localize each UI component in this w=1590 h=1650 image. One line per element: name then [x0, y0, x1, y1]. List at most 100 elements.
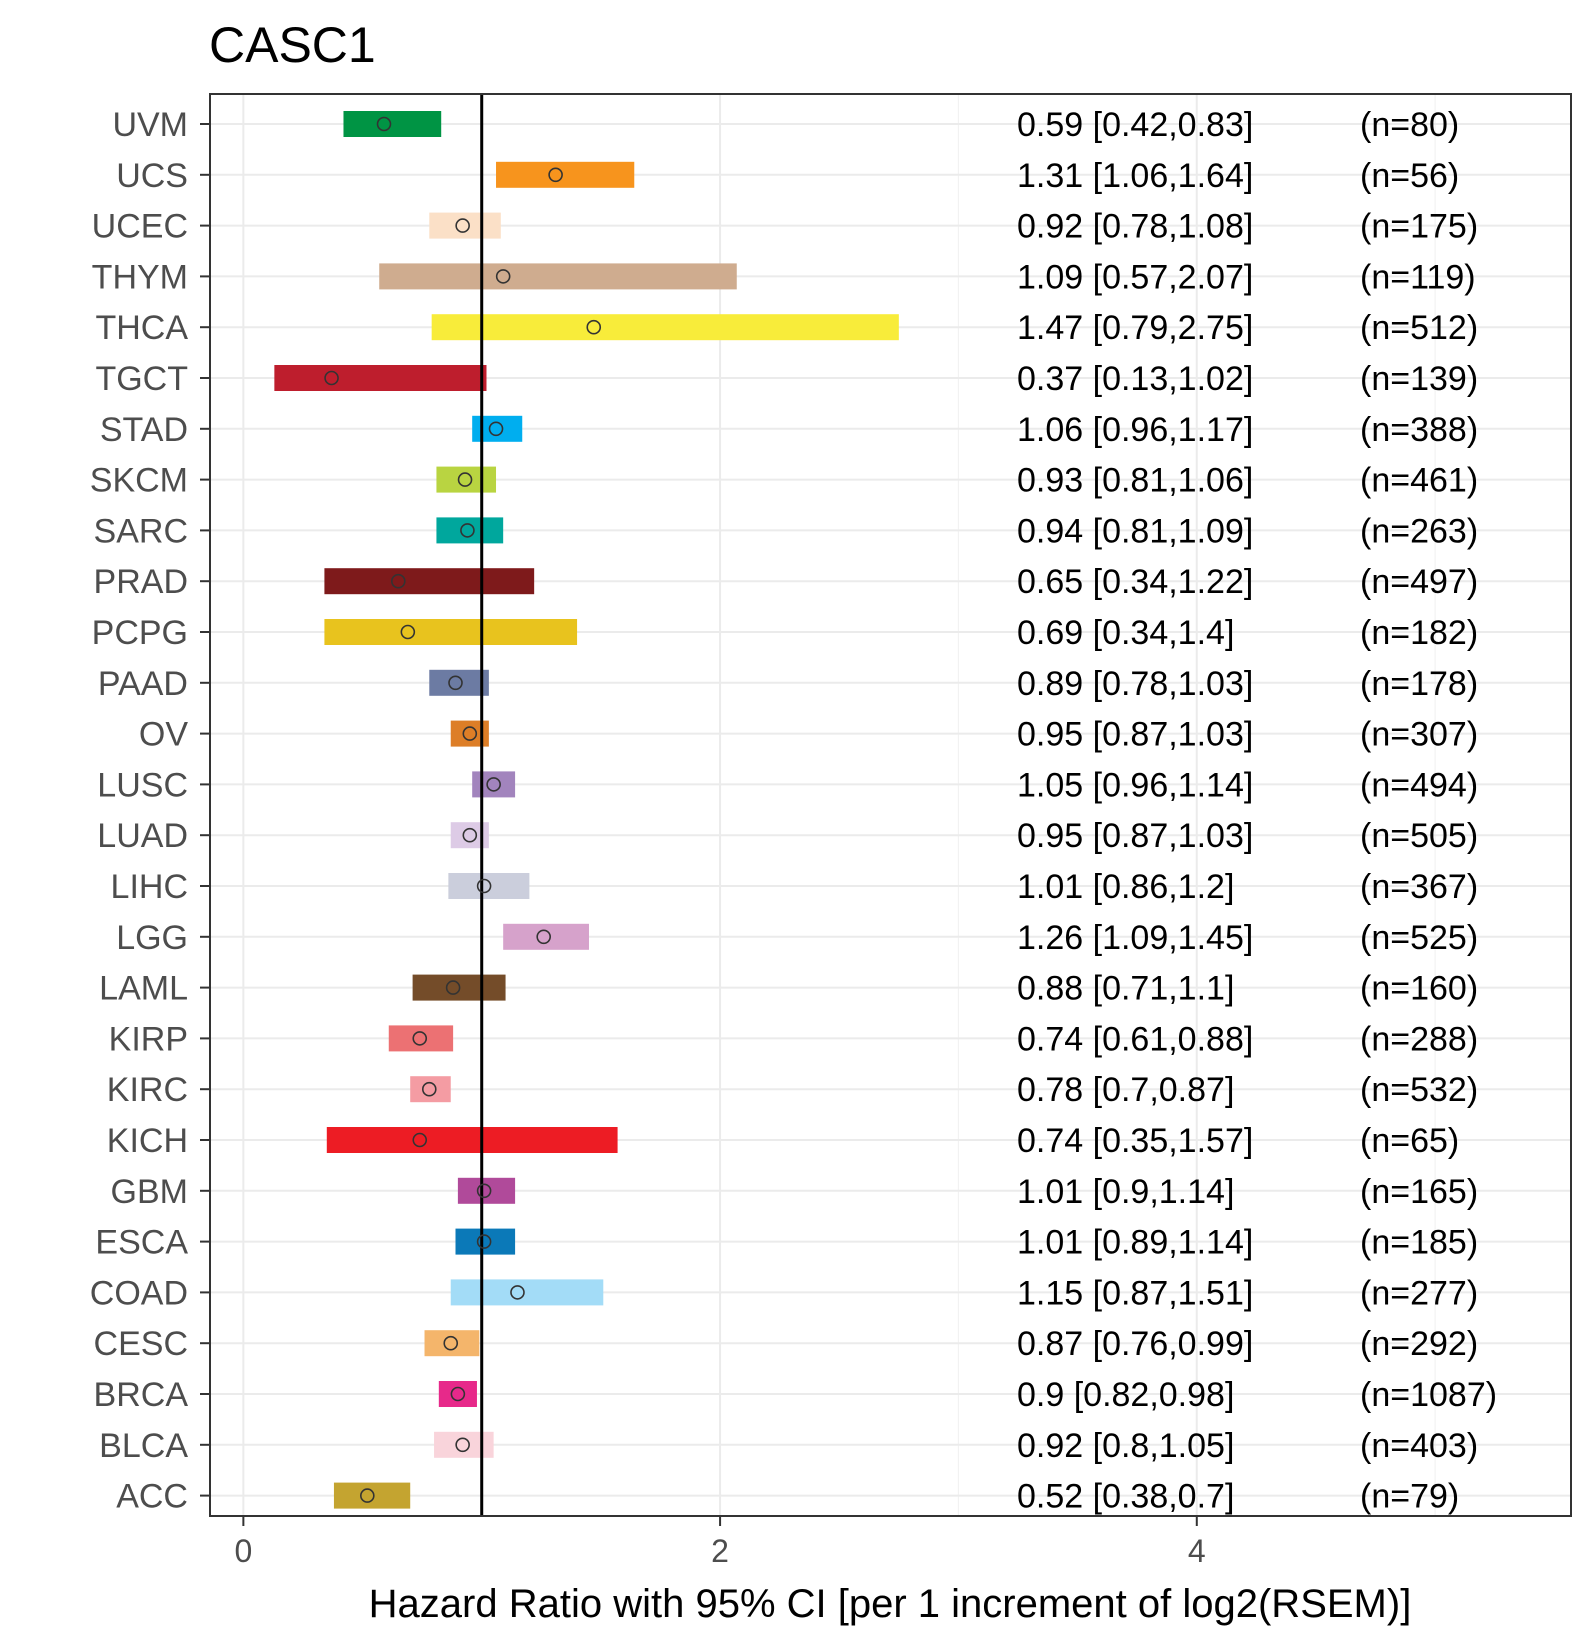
ci-bar	[410, 1076, 451, 1103]
hr-ci-text: 1.15 [0.87,1.51]	[1017, 1274, 1253, 1312]
plot-panel-border	[209, 93, 1572, 1517]
row-label: PAAD	[98, 665, 188, 703]
row-label: LAML	[99, 970, 188, 1008]
n-text: (n=139)	[1360, 360, 1478, 398]
row-label: GBM	[111, 1173, 188, 1211]
hr-ci-text: 0.74 [0.35,1.57]	[1017, 1122, 1253, 1160]
n-text: (n=160)	[1360, 970, 1478, 1008]
hr-ci-text: 0.92 [0.78,1.08]	[1017, 208, 1253, 246]
row-label: LGG	[116, 919, 188, 957]
n-text: (n=497)	[1360, 563, 1478, 601]
ci-bar	[424, 1330, 480, 1357]
ci-bar	[455, 1228, 516, 1255]
hr-ci-text: 0.94 [0.81,1.09]	[1017, 512, 1253, 550]
row-label: CESC	[94, 1325, 188, 1363]
hr-ci-text: 0.74 [0.61,0.88]	[1017, 1020, 1253, 1058]
row-labels: UVM UCS UCEC THYM THCA TGCT STAD SKCM SARC PRAD PC…	[90, 106, 210, 1516]
hr-ci-text: 1.06 [0.96,1.17]	[1017, 411, 1253, 449]
hr-point	[460, 523, 475, 538]
n-text: (n=494)	[1360, 766, 1478, 804]
ci-bar	[343, 111, 442, 137]
hr-ci-text: 0.92 [0.8,1.05]	[1017, 1427, 1234, 1465]
row-label: PRAD	[94, 563, 188, 601]
hr-point	[462, 827, 478, 843]
row-label: UCEC	[92, 208, 188, 246]
row-label: KICH	[107, 1122, 188, 1160]
ci-bar	[457, 1177, 516, 1204]
hr-ci-text: 1.26 [1.09,1.45]	[1017, 919, 1253, 957]
n-text: (n=525)	[1360, 919, 1478, 957]
x-axis: 0 2 4	[234, 1516, 1206, 1569]
row-label: UCS	[116, 157, 188, 195]
hr-point	[586, 319, 602, 335]
hr-point	[536, 929, 551, 945]
ci-bar	[436, 517, 504, 544]
hr-point	[488, 421, 504, 437]
ci-bar	[448, 873, 530, 899]
row-label: STAD	[100, 411, 188, 449]
hr-ci-text: 0.59 [0.42,0.83]	[1017, 106, 1253, 144]
hr-point	[457, 472, 473, 487]
chart-title: CASC1	[209, 17, 376, 73]
row-label: THYM	[92, 258, 188, 296]
ci-bar	[326, 1127, 618, 1153]
x-tick-label: 0	[234, 1533, 252, 1569]
row-label: ESCA	[95, 1224, 188, 1262]
hr-ci-text: 0.87 [0.76,0.99]	[1017, 1325, 1253, 1363]
row-label: KIRP	[109, 1020, 188, 1058]
hr-ci-text: 0.93 [0.81,1.06]	[1017, 462, 1253, 500]
ci-bar	[503, 923, 589, 950]
n-text: (n=79)	[1360, 1478, 1459, 1516]
ci-bar	[472, 771, 516, 798]
n-text: (n=65)	[1360, 1122, 1459, 1160]
n-text: (n=175)	[1360, 208, 1478, 246]
ci-bar	[274, 365, 487, 391]
hr-point	[486, 777, 501, 792]
hr-point	[390, 573, 406, 589]
row-label: LIHC	[111, 868, 188, 906]
row-label: LUAD	[97, 817, 188, 855]
hr-point	[448, 675, 463, 691]
hr-ci-text: 0.52 [0.38,0.7]	[1017, 1478, 1234, 1516]
n-text: (n=182)	[1360, 614, 1478, 652]
hr-ci-text: 0.69 [0.34,1.4]	[1017, 614, 1234, 652]
row-label: ACC	[116, 1478, 188, 1516]
x-tick-label: 2	[711, 1533, 729, 1569]
hr-ci-text: 1.05 [0.96,1.14]	[1017, 766, 1253, 804]
x-tick-label: 4	[1188, 1533, 1206, 1569]
hr-ci-text: 1.47 [0.79,2.75]	[1017, 309, 1253, 347]
hr-point	[510, 1285, 525, 1300]
ci-bar	[429, 212, 501, 239]
ci-bar	[472, 415, 523, 442]
row-label: SARC	[94, 512, 188, 550]
hr-ci-text: 1.01 [0.89,1.14]	[1017, 1224, 1253, 1262]
hr-point	[421, 1081, 437, 1097]
hr-point	[455, 218, 470, 233]
n-text: (n=532)	[1360, 1071, 1478, 1109]
n-text: (n=277)	[1360, 1274, 1478, 1312]
hr-ci-text: 0.89 [0.78,1.03]	[1017, 665, 1253, 703]
x-axis-title: Hazard Ratio with 95% CI [per 1 incremen…	[369, 1582, 1412, 1626]
row-label: UVM	[112, 106, 188, 144]
n-text: (n=165)	[1360, 1173, 1478, 1211]
hr-point	[400, 624, 416, 640]
ci-bar	[496, 161, 635, 188]
hr-point	[476, 1183, 492, 1199]
hr-ci-text: 0.37 [0.13,1.02]	[1017, 360, 1253, 398]
row-label: COAD	[90, 1274, 188, 1312]
hr-point	[450, 1386, 466, 1402]
ci-bar	[388, 1025, 454, 1052]
n-text: (n=56)	[1360, 157, 1459, 195]
hr-ci-text: 0.9 [0.82,0.98]	[1017, 1376, 1234, 1414]
n-text: (n=461)	[1360, 462, 1478, 500]
row-label: SKCM	[90, 462, 188, 500]
hr-point	[324, 370, 339, 386]
row-label: LUSC	[97, 766, 188, 804]
hr-ci-text: 1.01 [0.86,1.2]	[1017, 868, 1234, 906]
n-text: (n=178)	[1360, 665, 1478, 703]
n-text: (n=1087)	[1360, 1376, 1497, 1414]
hr-ci-text: 0.95 [0.87,1.03]	[1017, 817, 1253, 855]
ci-bar	[450, 1279, 604, 1306]
ci-bar	[324, 568, 535, 595]
n-text: (n=512)	[1360, 309, 1478, 347]
